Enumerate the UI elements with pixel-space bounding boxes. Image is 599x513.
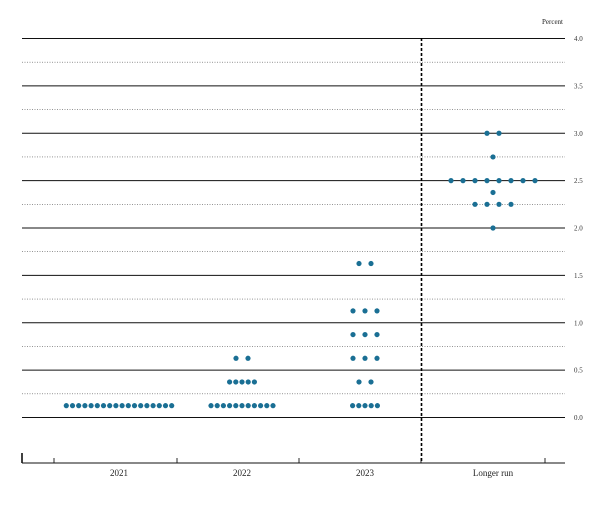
dot (100, 403, 107, 409)
dot (520, 178, 526, 184)
y-tick-label: 0.5 (574, 367, 583, 375)
dot (144, 403, 150, 409)
dot (156, 403, 162, 409)
dot (138, 403, 144, 409)
dot (362, 331, 368, 338)
dot (251, 403, 257, 409)
dot (214, 403, 220, 409)
dot (350, 355, 356, 361)
dot (258, 403, 264, 409)
dot (460, 178, 466, 184)
dot (374, 355, 380, 361)
dot (362, 308, 368, 314)
dot (496, 201, 502, 207)
dot (350, 308, 356, 314)
dot (239, 403, 245, 409)
dot (233, 355, 239, 361)
dot (374, 403, 380, 409)
dot (490, 225, 496, 231)
x-category-label: 2021 (110, 468, 128, 478)
dot (496, 130, 502, 136)
dot (162, 403, 169, 409)
dot (150, 403, 156, 409)
dot (374, 308, 380, 314)
dot (119, 403, 125, 409)
dot (490, 154, 496, 160)
dot (350, 331, 356, 338)
dot (239, 379, 245, 385)
dot (113, 403, 119, 409)
dot (472, 201, 478, 207)
dot (368, 260, 374, 267)
y-tick-label: 4.0 (574, 35, 583, 43)
dot (270, 403, 276, 409)
y-tick-label: 0.0 (574, 414, 583, 422)
dot (220, 403, 226, 409)
dot (356, 403, 362, 409)
labels: 0.0 0.5 1.0 1.5 2.0 2.5 3.0 3.5 4.0 2021 2022 2023 L… (110, 35, 583, 478)
y-tick-label: 1.0 (574, 319, 583, 327)
dot (88, 403, 94, 409)
dot (362, 355, 368, 361)
y-tick-label: 2.0 (574, 225, 583, 233)
dot (227, 379, 233, 385)
dot (76, 403, 82, 409)
dot (251, 379, 257, 385)
dot (368, 379, 374, 385)
dot (484, 178, 490, 184)
dot (107, 403, 113, 409)
dots (63, 130, 538, 409)
dot (532, 178, 538, 184)
dot (233, 379, 239, 385)
y-tick-label: 2.5 (574, 177, 583, 185)
dot (484, 130, 490, 136)
dot (82, 403, 88, 409)
dot (125, 403, 131, 409)
dot (94, 403, 100, 409)
y-tick-label: 3.5 (574, 82, 583, 90)
dot (368, 403, 374, 409)
dot (233, 403, 239, 409)
x-category-label: Longer run (473, 468, 514, 478)
dot (362, 403, 368, 409)
dot (350, 403, 356, 409)
dot (496, 178, 502, 184)
x-category-label: 2023 (356, 468, 375, 478)
dot (356, 379, 362, 385)
dot (63, 403, 69, 409)
dot (245, 403, 251, 409)
dot (169, 403, 175, 409)
y-tick-label: 1.5 (574, 272, 583, 280)
y-axis-unit-label: Percent (542, 18, 563, 26)
y-tick-label: 3.0 (574, 130, 583, 138)
dot (448, 178, 454, 184)
x-axis (21, 38, 565, 464)
dot (490, 189, 496, 196)
dot (208, 403, 214, 409)
dot (131, 403, 138, 409)
dot (245, 355, 251, 361)
dot (508, 178, 514, 184)
x-category-label: 2022 (233, 468, 251, 478)
dot (356, 260, 362, 267)
dot (508, 201, 514, 207)
dot (472, 178, 478, 184)
grid-lines (22, 38, 565, 418)
dot (374, 331, 380, 338)
dot (484, 201, 490, 207)
dot (227, 403, 233, 409)
dot (264, 403, 270, 409)
dot (69, 403, 76, 409)
dot (245, 379, 251, 385)
